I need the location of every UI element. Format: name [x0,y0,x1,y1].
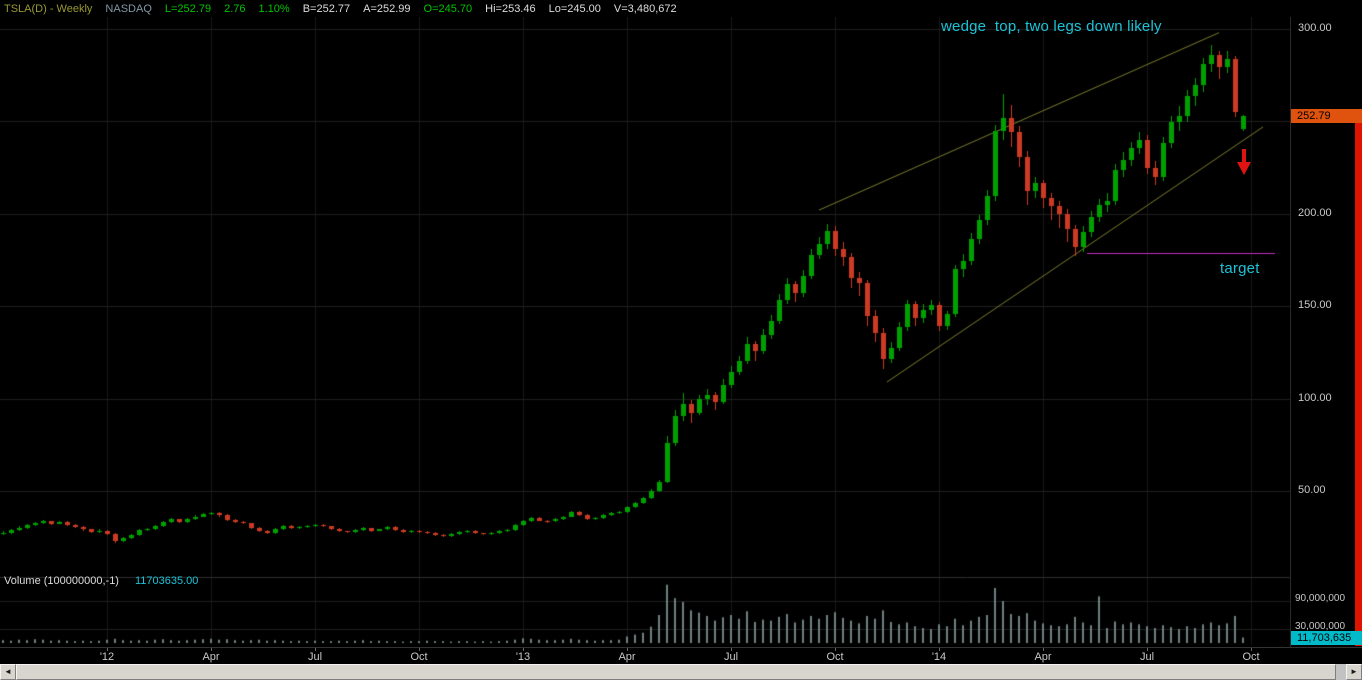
date-axis-label: '12 [99,651,115,663]
header-high: Hi=253.46 [485,2,536,15]
header-exchange: NASDAQ [105,2,152,15]
header-change-percent: 1.10% [258,2,290,15]
scrollbar-thumb[interactable] [16,664,1336,680]
date-axis-label: Oct [1242,651,1260,663]
price-scale[interactable]: 252.79 11,703,635 300.00 200.00 150.00 100.… [1290,17,1362,647]
header-ask: A=252.99 [363,2,411,15]
date-axis-label: '13 [515,651,531,663]
date-axis-tick [939,648,940,651]
date-axis-tick [627,648,628,651]
annotation-target-text[interactable]: target [1220,260,1260,277]
date-axis-label: '14 [931,651,947,663]
volume-study-value: 11703635.00 [134,575,199,587]
date-axis-tick [731,648,732,651]
volume-study-label: Volume (100000000,-1) 11703635.00 [4,575,198,587]
date-axis-label: Apr [202,651,220,663]
date-axis-tick [1147,648,1148,651]
date-axis-label: Jul [307,651,323,663]
candlestick-chart-canvas[interactable] [0,17,1290,647]
price-tick-label: 50.00 [1298,484,1326,496]
date-axis-tick [211,648,212,651]
scale-range-bar [1355,123,1362,646]
date-axis-tick [1043,648,1044,651]
header-symbol-period: TSLA(D) - Weekly [4,2,93,15]
date-axis-tick [107,648,108,651]
date-axis-label: Oct [826,651,844,663]
header-last-price: L=252.79 [164,2,212,15]
header-low: Lo=245.00 [548,2,601,15]
price-tick-label: 200.00 [1298,207,1332,219]
price-tick-label: 100.00 [1298,392,1332,404]
annotation-wedge-top-text[interactable]: wedge top, two legs down likely [941,18,1162,35]
volume-tick-label: 30,000,000 [1295,621,1346,632]
scrollbar-right-arrow-icon[interactable]: ► [1346,664,1362,680]
date-axis[interactable]: '12 Apr Jul Oct '13 Apr Jul Oct '14 Apr Jul Oct [0,647,1362,665]
date-axis-tick [1251,648,1252,651]
date-axis-tick [835,648,836,651]
down-arrow-icon[interactable] [1237,149,1251,176]
date-axis-tick [523,648,524,651]
header-open: O=245.70 [423,2,473,15]
price-tick-label: 150.00 [1298,299,1332,311]
date-axis-label: Oct [410,651,428,663]
volume-tick-label: 90,000,000 [1295,593,1346,604]
header-change: 2.76 [224,2,246,15]
chart-region[interactable] [0,17,1290,647]
horizontal-scrollbar[interactable]: ◄ ► [0,664,1362,680]
date-axis-tick [315,648,316,651]
quote-header: TSLA(D) - Weekly NASDAQ L=252.79 2.76 1.10% B… [0,0,1362,17]
date-axis-label: Jul [1139,651,1155,663]
last-price-tag: 252.79 [1291,109,1362,123]
date-axis-tick [419,648,420,651]
header-bid: B=252.77 [302,2,351,15]
scrollbar-left-arrow-icon[interactable]: ◄ [0,664,16,680]
date-axis-label: Apr [1034,651,1052,663]
last-volume-tag: 11,703,635 [1291,631,1362,645]
volume-study-name: Volume (100000000,-1) [4,575,119,587]
price-tick-label: 300.00 [1298,22,1332,34]
header-volume: V=3,480,672 [613,2,677,15]
date-axis-label: Jul [723,651,739,663]
date-axis-label: Apr [618,651,636,663]
